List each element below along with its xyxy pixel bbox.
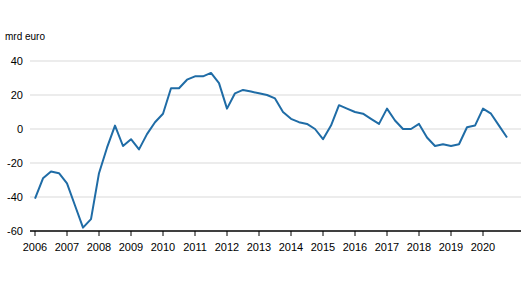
grid-line <box>30 129 521 130</box>
x-tick <box>451 231 452 236</box>
grid-line <box>30 231 521 232</box>
x-tick <box>291 231 292 236</box>
x-tick-label: 2013 <box>247 241 271 253</box>
x-tick-label: 2009 <box>119 241 143 253</box>
x-tick <box>259 231 260 236</box>
x-tick <box>323 231 324 236</box>
x-tick-label: 2007 <box>55 241 79 253</box>
x-tick-label: 2015 <box>311 241 335 253</box>
x-tick-label: 2016 <box>343 241 367 253</box>
x-tick-label: 2012 <box>215 241 239 253</box>
x-tick <box>483 231 484 236</box>
x-tick <box>99 231 100 236</box>
x-tick <box>419 231 420 236</box>
y-axis-label: mrd euro <box>5 31 45 42</box>
chart: -60 -40 -20 0 20 40 2006 2007 2008 2009 2010 2011 20… <box>0 0 529 302</box>
x-axis <box>30 231 521 232</box>
x-tick-label: 2020 <box>471 241 495 253</box>
x-tick <box>387 231 388 236</box>
y-tick-label: -60 <box>7 225 23 237</box>
x-tick <box>163 231 164 236</box>
x-tick-label: 2011 <box>183 241 207 253</box>
x-tick-label: 2010 <box>151 241 175 253</box>
line-series <box>35 73 507 228</box>
x-tick <box>35 231 36 236</box>
grid-line <box>30 197 521 198</box>
y-tick-label: 0 <box>17 123 23 135</box>
x-tick-label: 2008 <box>87 241 111 253</box>
y-tick-label: -20 <box>7 157 23 169</box>
x-tick <box>227 231 228 236</box>
y-tick-label: -40 <box>7 191 23 203</box>
y-tick-label: 40 <box>11 55 23 67</box>
x-tick <box>195 231 196 236</box>
x-tick <box>131 231 132 236</box>
x-tick-label: 2014 <box>279 241 303 253</box>
grid-line <box>30 61 521 62</box>
x-tick-label: 2019 <box>439 241 463 253</box>
x-tick-label: 2018 <box>407 241 431 253</box>
x-tick <box>355 231 356 236</box>
x-tick-label: 2017 <box>375 241 399 253</box>
y-tick-label: 20 <box>11 89 23 101</box>
grid-line <box>30 95 521 96</box>
x-tick-label: 2006 <box>23 241 47 253</box>
grid-line <box>30 163 521 164</box>
plot-area <box>35 73 507 228</box>
x-tick <box>67 231 68 236</box>
